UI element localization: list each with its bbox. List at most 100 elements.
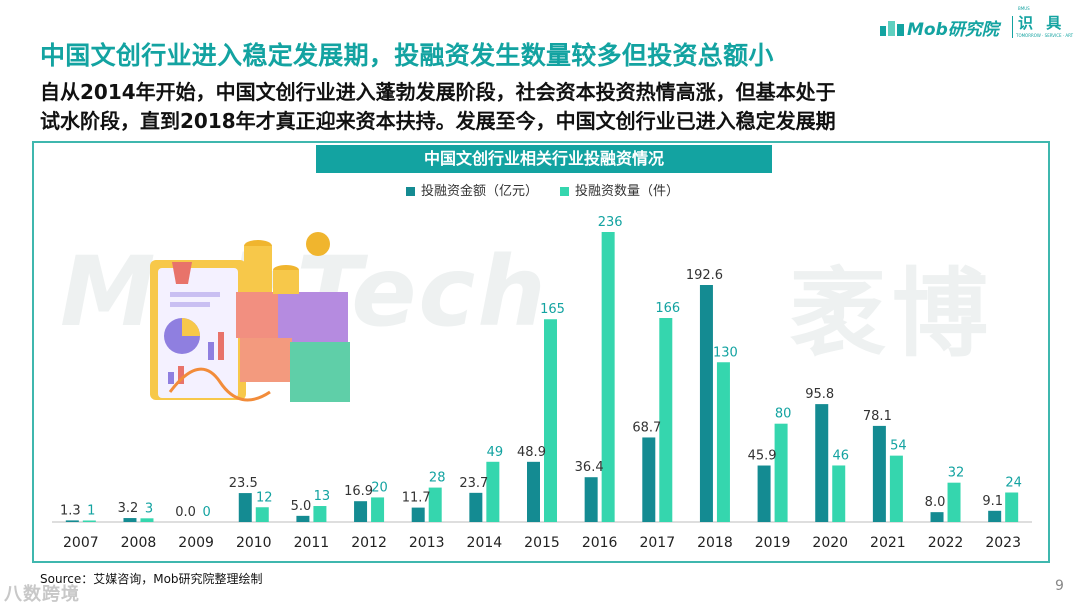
chart-title: 中国文创行业相关行业投融资情况 <box>316 145 772 173</box>
legend-label-amount: 投融资金额（亿元） <box>421 184 539 199</box>
bar-count-2010 <box>255 507 269 522</box>
x-tick-2019: 2019 <box>755 535 791 551</box>
label-count-2010: 12 <box>256 490 273 505</box>
x-tick-2013: 2013 <box>409 535 445 551</box>
label-amount-2018: 192.6 <box>686 268 723 283</box>
bar-amount-2022 <box>930 512 944 522</box>
bar-count-2012 <box>371 497 385 522</box>
bar-count-2018 <box>716 362 730 522</box>
label-count-2016: 236 <box>598 215 623 230</box>
x-tick-2012: 2012 <box>351 535 387 551</box>
x-tick-2023: 2023 <box>985 535 1021 551</box>
label-amount-2008: 3.2 <box>118 501 139 516</box>
bar-count-2022 <box>947 482 961 522</box>
bar-count-2015 <box>544 319 557 522</box>
bar-count-2007 <box>82 520 96 522</box>
watermark-chinese: 袤博 <box>790 258 994 370</box>
legend-swatch-amount <box>406 187 415 196</box>
label-amount-2015: 48.9 <box>517 445 546 460</box>
logo-brand-text: Mob研究院 <box>907 20 999 40</box>
bar-count-2019 <box>774 423 788 522</box>
x-tick-2011: 2011 <box>294 535 330 551</box>
x-tick-2022: 2022 <box>928 535 964 551</box>
x-tick-2008: 2008 <box>121 535 157 551</box>
bar-amount-2013 <box>411 507 425 522</box>
bar-count-2011 <box>313 506 327 522</box>
bar-amount-2010 <box>238 493 252 522</box>
label-amount-2020: 95.8 <box>805 387 834 402</box>
finance-illustration-icon <box>150 232 350 402</box>
label-amount-2017: 68.7 <box>632 420 661 435</box>
label-count-2007: 1 <box>87 504 95 519</box>
label-count-2011: 13 <box>314 489 331 504</box>
label-amount-2013: 11.7 <box>402 491 431 506</box>
label-count-2009: 0 <box>202 505 210 520</box>
page-subtitle-line1: 自从2014年开始，中国文创行业进入蓬勃发展阶段，社会资本投资热情高涨，但基本处… <box>40 80 836 104</box>
bar-amount-2007 <box>65 520 79 522</box>
x-tick-2020: 2020 <box>812 535 848 551</box>
bar-amount-2014 <box>469 492 483 522</box>
mob-research-logo: Mob研究院 BMUS 识 具 TOMORROW · SERVICE · ART <box>880 6 1075 44</box>
label-amount-2019: 45.9 <box>748 449 777 464</box>
bar-count-2023 <box>1005 492 1019 522</box>
bar-count-2013 <box>428 487 442 522</box>
label-amount-2012: 16.9 <box>344 484 373 499</box>
bar-amount-2011 <box>296 515 310 522</box>
bar-amount-2008 <box>123 518 137 522</box>
logo-tiny-bottom-text: TOMORROW · SERVICE · ART <box>1016 33 1074 38</box>
label-count-2013: 28 <box>429 471 446 486</box>
x-tick-2007: 2007 <box>63 535 99 551</box>
x-tick-2018: 2018 <box>697 535 733 551</box>
label-amount-2011: 5.0 <box>291 499 312 514</box>
x-tick-2009: 2009 <box>178 535 214 551</box>
logo-divider <box>1012 16 1013 38</box>
bar-amount-2019 <box>757 465 771 522</box>
label-amount-2009: 0.0 <box>175 505 196 520</box>
bar-amount-2021 <box>872 425 886 522</box>
bar-amount-2018 <box>699 285 713 522</box>
bar-count-2021 <box>889 455 903 522</box>
label-amount-2016: 36.4 <box>575 460 604 475</box>
label-amount-2021: 78.1 <box>863 409 892 424</box>
label-amount-2014: 23.7 <box>459 476 488 491</box>
bar-count-2014 <box>486 461 500 522</box>
page-subtitle-line2: 试水阶段，直到2018年才真正迎来资本扶持。发展至今，中国文创行业已进入稳定发展… <box>40 109 836 133</box>
bar-count-2016 <box>601 232 615 522</box>
label-count-2022: 32 <box>948 466 965 481</box>
logo-side-text: 识 具 <box>1018 14 1066 32</box>
legend-swatch-count <box>560 187 569 196</box>
label-count-2012: 20 <box>371 480 388 495</box>
page-number: 9 <box>1055 578 1064 594</box>
label-count-2017: 166 <box>655 301 680 316</box>
label-count-2014: 49 <box>487 445 504 460</box>
bar-amount-2017 <box>642 437 656 522</box>
mob-logo-icon <box>880 21 904 36</box>
x-tick-2021: 2021 <box>870 535 906 551</box>
page-headline: 中国文创行业进入稳定发展期，投融资发生数量较多但投资总额小 <box>40 41 774 70</box>
label-amount-2023: 9.1 <box>982 494 1003 509</box>
bar-count-2020 <box>832 465 846 522</box>
bar-amount-2016 <box>584 477 598 522</box>
bar-amount-2023 <box>988 510 1002 522</box>
bar-amount-2020 <box>815 404 829 522</box>
x-tick-2015: 2015 <box>524 535 560 551</box>
bar-amount-2012 <box>354 501 368 522</box>
bar-amount-2015 <box>527 461 540 522</box>
x-tick-2017: 2017 <box>639 535 675 551</box>
label-amount-2010: 23.5 <box>229 476 258 491</box>
label-count-2021: 54 <box>890 439 907 454</box>
source-note: Source：艾媒咨询，Mob研究院整理绘制 <box>40 572 263 586</box>
label-count-2023: 24 <box>1005 476 1022 491</box>
label-count-2008: 3 <box>145 501 153 516</box>
corner-watermark: 八数跨境 <box>4 584 80 605</box>
bar-count-2017 <box>659 318 673 522</box>
label-amount-2022: 8.0 <box>925 495 946 510</box>
label-count-2020: 46 <box>832 448 849 463</box>
x-tick-2016: 2016 <box>582 535 618 551</box>
label-count-2015: 165 <box>540 302 565 317</box>
x-tick-2014: 2014 <box>467 535 503 551</box>
logo-tiny-top-text: BMUS <box>1018 6 1030 11</box>
bar-count-2008 <box>140 518 154 522</box>
label-amount-2007: 1.3 <box>60 503 81 518</box>
